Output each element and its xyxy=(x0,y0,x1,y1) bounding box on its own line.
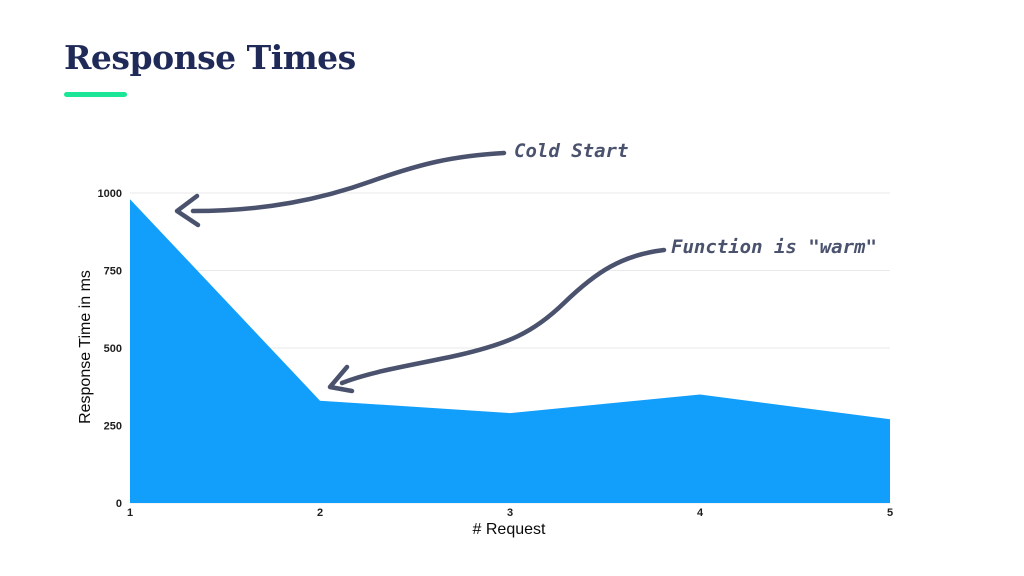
cold-start-arrow xyxy=(174,150,507,228)
warm-arrow-curve xyxy=(339,247,667,386)
x-tick-label: 4 xyxy=(697,507,704,519)
annotation-cold-start: Cold Start xyxy=(514,140,629,162)
x-axis-tick-labels: 1 2 3 4 5 xyxy=(127,507,893,519)
warm-arrow xyxy=(327,247,667,394)
cold-start-arrow-curve xyxy=(190,150,507,214)
x-axis-title: # Request xyxy=(472,521,546,538)
y-axis-title: Response Time in ms xyxy=(77,270,94,424)
x-tick-label: 2 xyxy=(317,507,323,519)
annotation-function-warm: Function is "warm" xyxy=(671,236,877,258)
y-tick-label: 750 xyxy=(104,266,122,278)
x-tick-label: 1 xyxy=(127,507,133,519)
page-title: Response Times xyxy=(64,38,356,77)
cold-start-arrowhead xyxy=(174,193,201,228)
area-series xyxy=(130,199,890,503)
x-tick-label: 3 xyxy=(507,507,513,519)
y-tick-label: 1000 xyxy=(98,188,122,200)
x-tick-label: 5 xyxy=(887,507,893,519)
y-tick-label: 0 xyxy=(116,498,122,510)
title-underline xyxy=(64,92,127,97)
warm-arrowhead xyxy=(327,364,355,394)
y-axis-tick-labels: 0 250 500 750 1000 xyxy=(98,188,122,510)
y-tick-label: 250 xyxy=(104,421,122,433)
y-tick-label: 500 xyxy=(104,343,122,355)
